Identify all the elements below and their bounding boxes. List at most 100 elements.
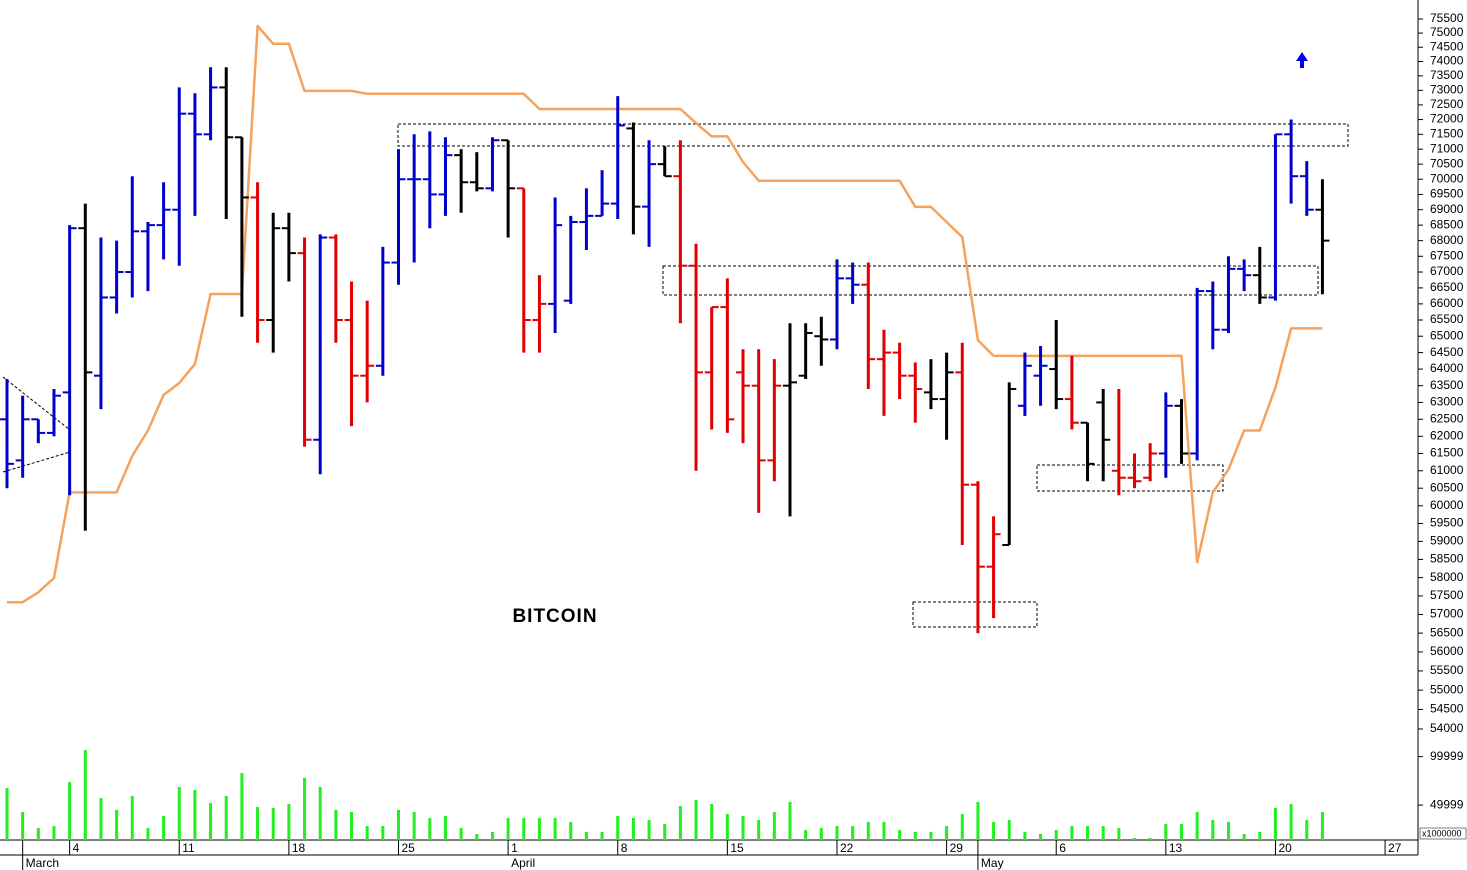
volume-bar xyxy=(318,786,322,840)
volume-bar xyxy=(945,826,949,840)
y-tick-label: 66500 xyxy=(1430,280,1464,294)
volume-bar xyxy=(929,831,933,840)
y-tick-label: 56000 xyxy=(1430,644,1464,658)
volume-bar xyxy=(819,827,823,840)
volume-bar xyxy=(725,814,729,840)
volume-bar xyxy=(1133,837,1137,840)
y-tick-label: 74000 xyxy=(1430,54,1464,68)
volume-bar xyxy=(600,831,604,840)
volume-bar xyxy=(209,802,213,840)
x-tick-label: 20 xyxy=(1278,841,1292,855)
x-tick-label: 1 xyxy=(511,841,518,855)
volume-tick-label: 49999 xyxy=(1430,797,1464,811)
y-tick-label: 55000 xyxy=(1430,682,1464,696)
volume-bar xyxy=(1039,833,1043,840)
volume-bar xyxy=(1258,831,1262,840)
x-tick-label: 11 xyxy=(182,841,195,855)
y-tick-label: 64500 xyxy=(1430,345,1464,359)
volume-bar xyxy=(303,777,307,840)
y-tick-label: 68000 xyxy=(1430,233,1464,247)
volume-bar xyxy=(287,804,291,840)
volume-bar xyxy=(68,782,72,840)
volume-bar xyxy=(522,817,526,840)
volume-bar xyxy=(1289,804,1293,840)
y-tick-label: 64000 xyxy=(1430,361,1464,375)
y-tick-label: 60500 xyxy=(1430,480,1464,494)
support-zone xyxy=(912,601,1038,628)
chart-title: BITCOIN xyxy=(512,606,597,627)
volume-bar xyxy=(1070,826,1074,840)
volume-bar xyxy=(475,833,479,840)
x-tick-label: 25 xyxy=(402,841,416,855)
y-tick-label: 65500 xyxy=(1430,312,1464,326)
volume-bar xyxy=(553,817,557,840)
x-tick-label: 18 xyxy=(292,841,306,855)
volume-bar xyxy=(866,821,870,840)
volume-bar xyxy=(1273,808,1277,840)
volume-bar xyxy=(616,815,620,840)
y-tick-label: 74500 xyxy=(1430,39,1464,53)
volume-bar xyxy=(5,788,9,840)
volume-bar xyxy=(36,827,40,840)
volume-bar xyxy=(584,831,588,840)
month-label: March xyxy=(26,856,59,870)
volume-bar xyxy=(569,821,573,840)
volume-bar xyxy=(271,808,275,840)
y-tick-label: 65000 xyxy=(1430,328,1464,342)
volume-bar xyxy=(193,789,197,840)
volume-bar xyxy=(741,815,745,840)
volume-bar xyxy=(1007,820,1011,840)
support-zone xyxy=(1036,464,1224,492)
volume-bar xyxy=(631,817,635,840)
volume-bar xyxy=(365,826,369,840)
y-tick-label: 61500 xyxy=(1430,446,1464,460)
resistance-zone xyxy=(397,123,1349,147)
y-tick-label: 73500 xyxy=(1430,68,1464,82)
x-tick-label: 29 xyxy=(950,841,964,855)
volume-unit-box xyxy=(1419,827,1467,840)
y-tick-label: 66000 xyxy=(1430,296,1464,310)
volume-bar xyxy=(788,802,792,840)
volume-bar xyxy=(1023,831,1027,840)
month-label: May xyxy=(981,856,1004,870)
volume-bar xyxy=(757,820,761,840)
triangle-line xyxy=(2,376,71,431)
y-tick-label: 63000 xyxy=(1430,395,1464,409)
volume-bar xyxy=(960,814,964,840)
x-tick-label: 15 xyxy=(730,841,744,855)
volume-bar xyxy=(83,750,87,840)
volume-bar xyxy=(647,820,651,840)
x-tick-label: 4 xyxy=(73,841,80,855)
x-tick-label: 8 xyxy=(621,841,628,855)
volume-bar xyxy=(177,786,181,840)
marks: 7550075000745007400073500730007250072000… xyxy=(0,11,1467,870)
volume-bar xyxy=(130,795,134,840)
volume-bar xyxy=(412,811,416,840)
volume-bar xyxy=(52,826,56,840)
volume-bar xyxy=(1180,824,1183,840)
volume-unit: x1000000 xyxy=(1422,828,1462,838)
volume-bar xyxy=(976,802,980,840)
x-tick-label: 13 xyxy=(1169,841,1183,855)
volume-bar xyxy=(882,821,886,840)
resistance-zone xyxy=(662,265,1319,296)
volume-bar xyxy=(115,809,119,840)
y-tick-label: 69500 xyxy=(1430,187,1464,201)
volume-bar xyxy=(1320,811,1324,840)
y-tick-label: 71500 xyxy=(1430,126,1464,140)
volume-bar xyxy=(240,773,244,840)
volume-bar xyxy=(162,815,166,840)
y-tick-label: 62500 xyxy=(1430,411,1464,425)
x-tick-label: 22 xyxy=(840,841,854,855)
y-tick-label: 67000 xyxy=(1430,264,1464,278)
y-tick-label: 62000 xyxy=(1430,428,1464,442)
y-tick-label: 67500 xyxy=(1430,248,1464,262)
y-tick-label: 58000 xyxy=(1430,570,1464,584)
y-tick-label: 54000 xyxy=(1430,721,1464,735)
y-tick-label: 55500 xyxy=(1430,663,1464,677)
y-tick-label: 61000 xyxy=(1430,463,1464,477)
y-tick-label: 71000 xyxy=(1430,141,1464,155)
